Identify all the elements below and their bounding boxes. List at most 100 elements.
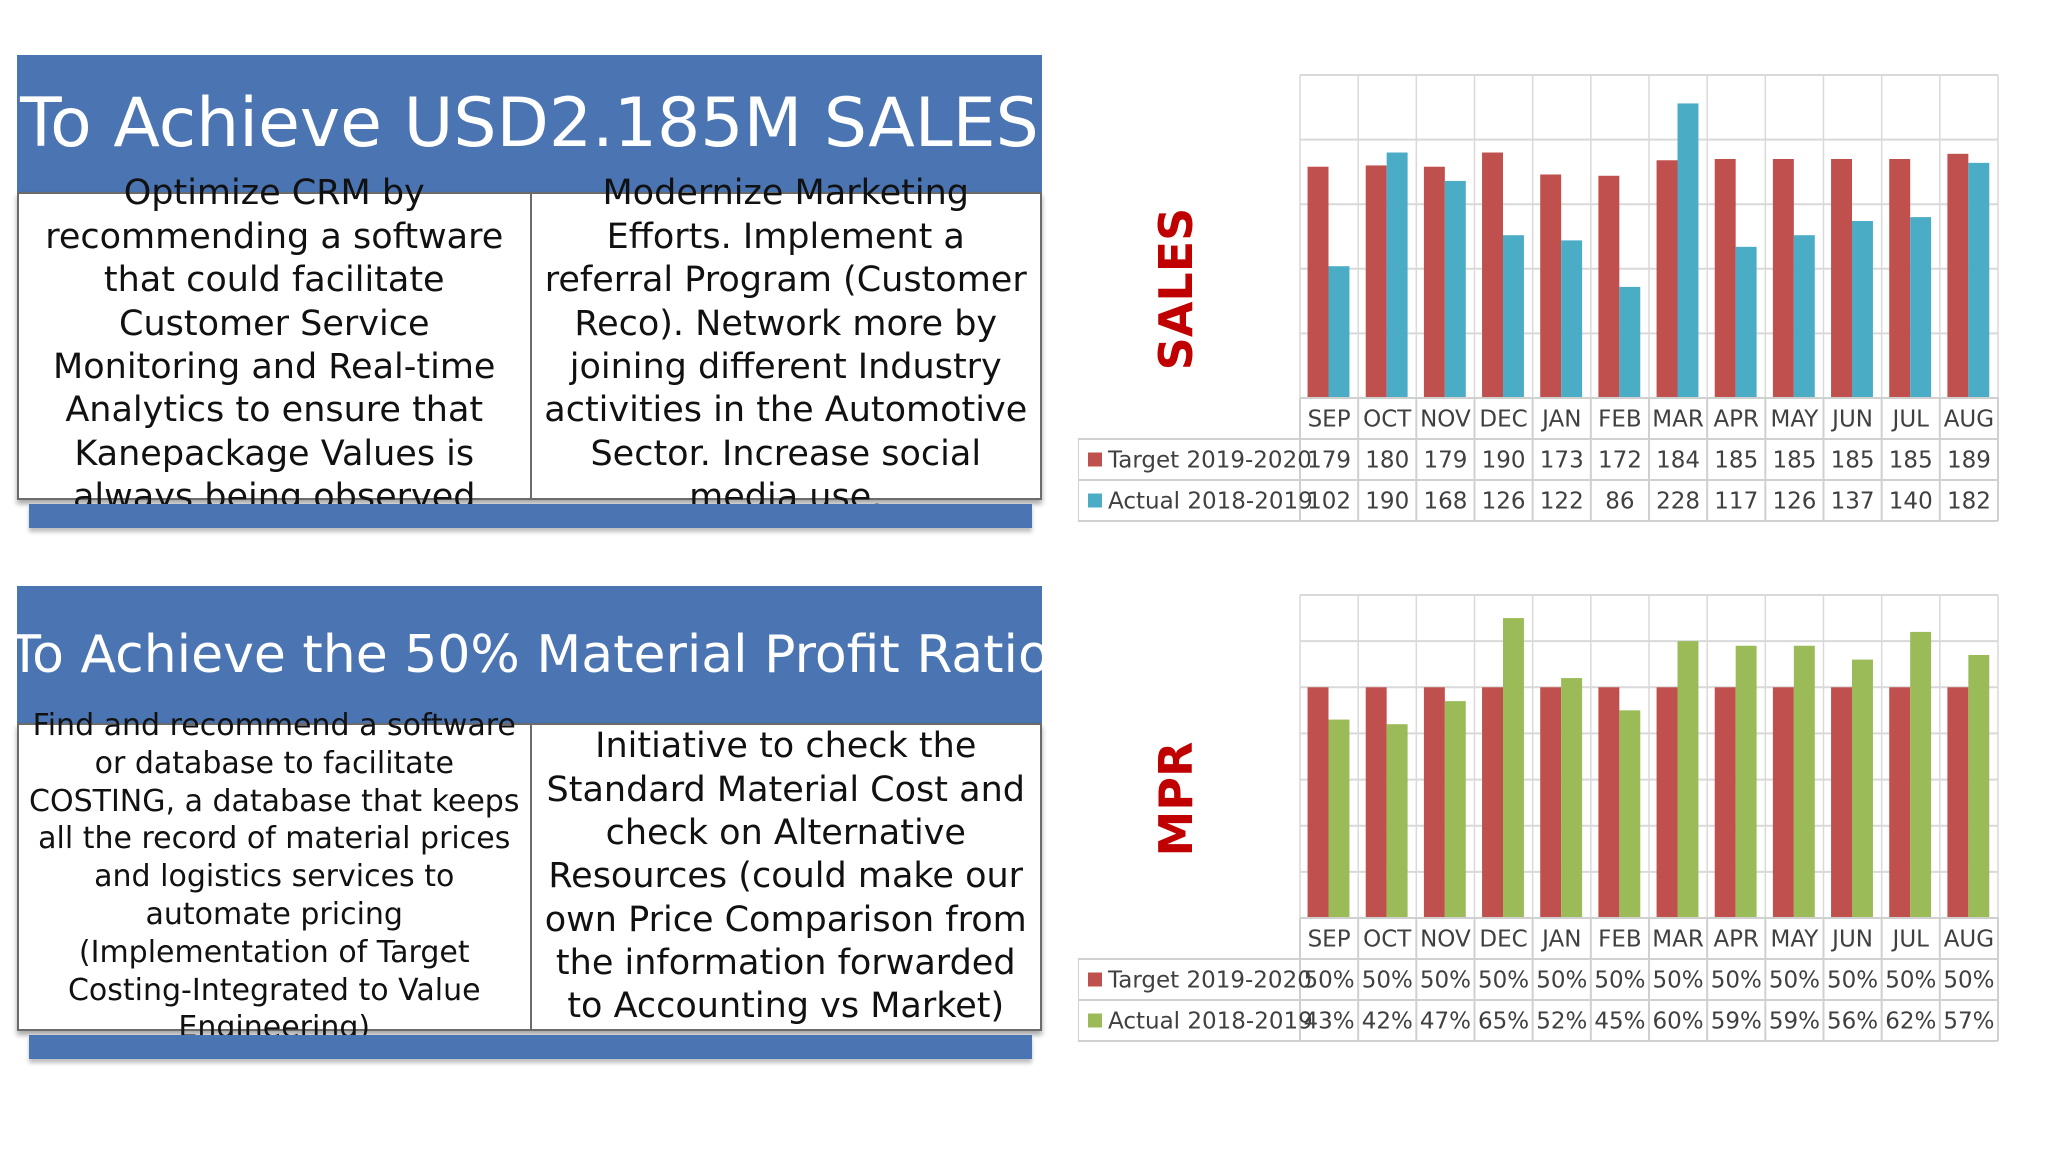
mpr-value-label: 50% — [1304, 968, 1355, 994]
sales-value-label: 185 — [1772, 448, 1816, 474]
sales-bar — [1423, 166, 1445, 398]
sales-value-label: 140 — [1889, 489, 1933, 515]
mpr-value-label: 56% — [1827, 1009, 1878, 1035]
sales-bar — [1968, 162, 1990, 398]
sales-bar — [1365, 165, 1387, 398]
sales-category-label: SEP — [1308, 407, 1351, 433]
sales-category-label: MAY — [1770, 407, 1819, 433]
sales-value-label: 179 — [1307, 448, 1351, 474]
mpr-panel-footer-bar — [29, 1035, 1032, 1059]
mpr-category-label: JUL — [1891, 927, 1930, 953]
sales-bar — [1503, 235, 1524, 398]
sales-bar — [1482, 152, 1504, 398]
mpr-value-label: 57% — [1943, 1009, 1994, 1035]
sales-value-label: 86 — [1605, 489, 1634, 515]
sales-bar — [1561, 240, 1583, 398]
sales-data-table: SEP OCT NOV DEC JAN FEB MAR APR MAY JUN JUL AUG Targ… — [1078, 397, 1999, 522]
sales-series-0 — [1307, 152, 1969, 398]
mpr-bar — [1619, 710, 1641, 918]
mpr-value-label: 52% — [1536, 1009, 1587, 1035]
sales-bar — [1677, 103, 1699, 398]
mpr-value-label: 59% — [1769, 1009, 1820, 1035]
sales-bar — [1735, 246, 1757, 398]
mpr-value-label: 50% — [1827, 968, 1878, 994]
mpr-category-label: MAR — [1652, 927, 1704, 953]
sales-panel-footer-bar — [29, 504, 1032, 528]
mpr-value-label: 50% — [1943, 968, 1994, 994]
sales-legend-swatch — [1088, 493, 1102, 508]
sales-initiative-crm-text: Optimize CRM by recommending a software … — [45, 173, 504, 518]
mpr-bar — [1793, 645, 1815, 918]
mpr-bar — [1852, 659, 1873, 918]
sales-bar — [1444, 180, 1466, 398]
mpr-bar — [1307, 687, 1329, 918]
sales-value-label: 126 — [1482, 489, 1526, 515]
sales-chart: SEP OCT NOV DEC JAN FEB MAR APR MAY JUN JUL AUG Targ… — [1078, 74, 1999, 522]
mpr-legend-label: Actual 2018-2019 — [1108, 1009, 1313, 1035]
mpr-value-label: 50% — [1711, 968, 1762, 994]
sales-category-label: FEB — [1598, 407, 1642, 433]
sales-value-label: 102 — [1307, 489, 1351, 515]
sales-legend-swatch — [1088, 452, 1102, 467]
mpr-value-label: 50% — [1653, 968, 1704, 994]
sales-value-label: 189 — [1947, 448, 1991, 474]
sales-category-label: DEC — [1479, 407, 1527, 433]
mpr-bar — [1444, 701, 1466, 918]
mpr-category-label: JAN — [1540, 927, 1581, 953]
mpr-bar — [1889, 687, 1911, 918]
sales-legend-label: Target 2019-2020 — [1107, 448, 1312, 474]
mpr-bar — [1910, 631, 1932, 918]
mpr-bar — [1772, 687, 1794, 918]
sales-bar — [1714, 158, 1736, 398]
mpr-category-label: NOV — [1420, 927, 1471, 953]
mpr-bar — [1735, 645, 1757, 918]
sales-value-label: 190 — [1482, 448, 1526, 474]
sales-value-label: 126 — [1772, 489, 1816, 515]
mpr-value-label: 50% — [1594, 968, 1645, 994]
mpr-bar — [1947, 687, 1969, 918]
sales-value-label: 137 — [1831, 489, 1875, 515]
mpr-value-label: 50% — [1769, 968, 1820, 994]
mpr-legend-label: Target 2019-2020 — [1107, 968, 1312, 994]
mpr-category-label: OCT — [1363, 927, 1412, 953]
sales-bar — [1852, 220, 1873, 398]
mpr-bar — [1598, 687, 1620, 918]
sales-bar — [1772, 158, 1794, 398]
mpr-initiative-costing: Find and recommend a software or databas… — [19, 708, 530, 1045]
mpr-panel-cells: Find and recommend a software or databas… — [17, 708, 1042, 1045]
sales-bar — [1793, 235, 1815, 398]
mpr-initiative-costing-text: Find and recommend a software or databas… — [29, 707, 520, 1046]
sales-initiative-crm: Optimize CRM by recommending a software … — [19, 173, 530, 517]
mpr-bar — [1386, 724, 1408, 918]
mpr-bar — [1503, 618, 1524, 918]
mpr-value-label: 59% — [1711, 1009, 1762, 1035]
mpr-bar — [1365, 687, 1387, 918]
sales-category-label: APR — [1713, 407, 1759, 433]
mpr-category-label: APR — [1713, 927, 1759, 953]
mpr-bar — [1561, 678, 1583, 918]
mpr-chart: SEP OCT NOV DEC JAN FEB MAR APR MAY JUN JUL AUG Targ… — [1078, 594, 1999, 1042]
sales-category-label: MAR — [1652, 407, 1704, 433]
sales-bar — [1947, 153, 1969, 398]
mpr-value-label: 45% — [1594, 1009, 1645, 1035]
sales-value-label: 168 — [1423, 489, 1467, 515]
mpr-value-label: 50% — [1478, 968, 1529, 994]
mpr-category-label: DEC — [1479, 927, 1527, 953]
sales-value-label: 173 — [1540, 448, 1584, 474]
mpr-panel-title: To Achieve the 50% Material Profit Ratio — [9, 624, 1050, 685]
mpr-panel-header: To Achieve the 50% Material Profit Ratio — [9, 586, 1050, 723]
mpr-value-label: 47% — [1420, 1009, 1471, 1035]
mpr-bar — [1714, 687, 1736, 918]
sales-panel-cells: Optimize CRM by recommending a software … — [17, 173, 1042, 517]
sales-category-label: OCT — [1363, 407, 1412, 433]
mpr-bar — [1831, 687, 1853, 918]
sales-panel-title: To Achieve USD2.185M SALES — [20, 84, 1039, 163]
sales-initiative-marketing-text: Modernize Marketing Efforts. Implement a… — [544, 173, 1028, 518]
mpr-value-label: 42% — [1362, 1009, 1413, 1035]
sales-panel-header: To Achieve USD2.185M SALES — [17, 55, 1042, 192]
mpr-value-label: 50% — [1420, 968, 1471, 994]
sales-value-label: 182 — [1947, 489, 1991, 515]
sales-category-label: JUN — [1830, 407, 1873, 433]
sales-value-label: 179 — [1423, 448, 1467, 474]
sales-value-label: 190 — [1365, 489, 1409, 515]
